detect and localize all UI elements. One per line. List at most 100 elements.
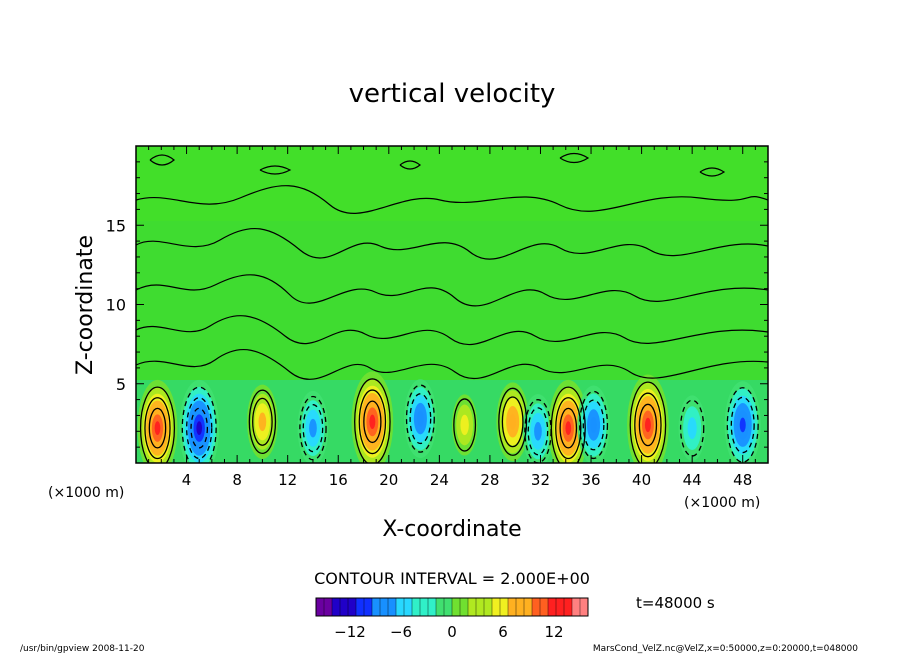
colorbar-segment xyxy=(564,598,573,616)
cell-contour xyxy=(634,392,662,458)
y-axis: 5 10 15 xyxy=(106,145,768,464)
cell-contour xyxy=(550,386,586,463)
cell-contour xyxy=(453,398,477,452)
colorbar-segment xyxy=(580,598,589,616)
cell-level xyxy=(460,414,469,436)
cell-contour xyxy=(629,381,667,463)
cell-level xyxy=(154,421,161,436)
cell-contour xyxy=(354,378,391,463)
colorbar-segment xyxy=(404,598,413,616)
colorbar-tick-label: 12 xyxy=(544,623,563,641)
colorbar-segment xyxy=(388,598,397,616)
velocity-cell xyxy=(522,394,554,463)
cell-contour xyxy=(181,386,217,463)
y-tick-label: 15 xyxy=(106,216,126,235)
cell-contour xyxy=(638,403,658,447)
x-tick-label: 4 xyxy=(182,471,192,489)
colorbar-segment xyxy=(476,598,485,616)
cell-level xyxy=(534,422,542,441)
cell-contour xyxy=(252,397,273,446)
colorbar-segment xyxy=(380,598,389,616)
lower-field-band xyxy=(136,380,768,463)
cell-contour xyxy=(302,404,324,453)
cell-contour xyxy=(144,397,171,460)
cell-level xyxy=(309,418,317,438)
colorbar-segment xyxy=(452,598,461,616)
colorbar-segment xyxy=(500,598,509,616)
colorbar-segment xyxy=(332,598,341,616)
cell-contour xyxy=(501,396,524,448)
cell-contour xyxy=(559,407,578,449)
cell-contour xyxy=(498,387,528,456)
colorbar-segment xyxy=(468,598,477,616)
cell-contour xyxy=(148,407,167,449)
cell-contour xyxy=(579,390,609,460)
x-tick-label: 48 xyxy=(733,471,752,489)
x-tick-label: 12 xyxy=(278,471,297,489)
colorbar-segment xyxy=(316,598,325,616)
colorbar-segment xyxy=(516,598,525,616)
cell-level xyxy=(196,421,203,436)
cell-contour xyxy=(730,396,755,454)
y-unit-label: (×1000 m) xyxy=(48,485,124,501)
colorbar-segment xyxy=(396,598,405,616)
velocity-cell xyxy=(351,371,394,463)
x-unit-label: (×1000 m) xyxy=(684,495,760,511)
cell-contour xyxy=(555,397,582,460)
colorbar-segment xyxy=(420,598,429,616)
colorbar-segment xyxy=(412,598,421,616)
colorbar-segment xyxy=(572,598,581,616)
colorbar-segment xyxy=(444,598,453,616)
cell-level xyxy=(739,417,746,433)
colorbar-segment xyxy=(436,598,445,616)
cell-contours xyxy=(139,378,759,463)
colorbar-segment xyxy=(556,598,565,616)
velocity-cell xyxy=(678,395,706,461)
y-axis-title: Z-coordinate xyxy=(73,235,98,375)
cell-contour xyxy=(190,407,209,449)
velocity-cell xyxy=(627,374,669,463)
colorbar xyxy=(315,598,589,616)
cell-contour xyxy=(527,407,549,456)
chart-title: vertical velocity xyxy=(349,79,556,109)
x-tick-label: 20 xyxy=(379,471,398,489)
x-tick-label: 8 xyxy=(232,471,242,489)
x-tick-label: 28 xyxy=(480,471,499,489)
cell-level xyxy=(565,421,572,436)
cell-level xyxy=(590,417,597,433)
colorbar-segment xyxy=(348,598,357,616)
colorbar-ticks: −12 −6 0 6 12 xyxy=(334,623,563,641)
x-tick-label: 16 xyxy=(329,471,348,489)
velocity-cell xyxy=(179,379,220,463)
colorbar-segment xyxy=(460,598,469,616)
footer-right: MarsCond_VelZ.nc@VelZ,x=0:50000,z=0:2000… xyxy=(593,644,858,654)
colorbar-segment xyxy=(340,598,349,616)
colorbar-segment xyxy=(324,598,333,616)
velocity-cell xyxy=(297,390,329,463)
contour-lines xyxy=(136,152,768,380)
cell-contour xyxy=(186,397,213,460)
velocity-cell xyxy=(247,384,278,459)
cell-level xyxy=(417,410,424,427)
colorbar-segment xyxy=(364,598,373,616)
velocity-cell xyxy=(404,379,437,459)
footer-left: /usr/bin/gpview 2008-11-20 xyxy=(20,644,145,654)
upper-field-band xyxy=(136,146,768,221)
cell-level xyxy=(687,417,697,440)
colorbar-segment xyxy=(532,598,541,616)
y-tick-label: 10 xyxy=(106,296,126,315)
cell-level xyxy=(258,412,267,432)
x-axis: 4 8 12 16 20 24 28 32 36 40 44 48 xyxy=(135,146,769,489)
contour-interval-label: CONTOUR INTERVAL = 2.000E+00 xyxy=(314,569,590,588)
x-tick-label: 24 xyxy=(430,471,449,489)
velocity-cell xyxy=(577,385,610,463)
velocity-cell xyxy=(137,379,178,463)
velocity-cell xyxy=(451,394,478,456)
colorbar-frame xyxy=(315,597,589,617)
cell-contour xyxy=(363,400,382,444)
cell-level xyxy=(369,414,376,429)
x-tick-label: 40 xyxy=(632,471,651,489)
cell-contour xyxy=(139,386,176,463)
colorbar-tick-label: 6 xyxy=(498,623,508,641)
